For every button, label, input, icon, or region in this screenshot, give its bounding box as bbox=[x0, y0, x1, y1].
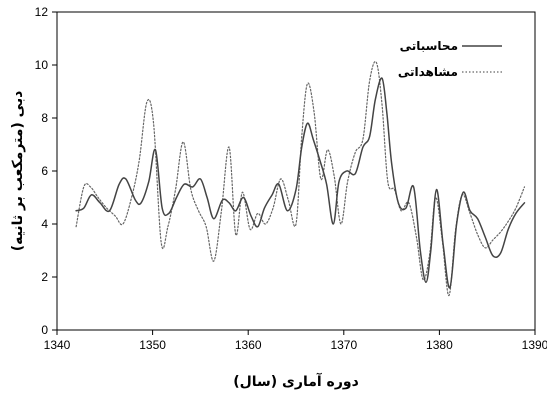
plot-area bbox=[56, 11, 536, 331]
x-tick-label: 1350 bbox=[139, 338, 166, 352]
y-axis-title: دبی (مترمکعب بر ثانیه) bbox=[10, 91, 26, 252]
y-tick-label: 12 bbox=[35, 5, 49, 19]
legend-label-observed: مشاهداتی bbox=[398, 65, 458, 79]
x-tick-label: 1340 bbox=[44, 338, 71, 352]
legend-label-calculated: محاسباتی bbox=[400, 39, 458, 53]
x-tick-label: 1380 bbox=[426, 338, 453, 352]
x-tick-label: 1390 bbox=[522, 338, 547, 352]
y-tick-label: 6 bbox=[41, 164, 48, 178]
x-tick-label: 1360 bbox=[235, 338, 262, 352]
y-tick-label: 10 bbox=[35, 58, 49, 72]
series-line-calculated bbox=[75, 77, 526, 289]
y-tick-label: 8 bbox=[41, 111, 48, 125]
x-tick-label: 1370 bbox=[330, 338, 357, 352]
y-tick-label: 4 bbox=[41, 217, 48, 231]
ticks: 1340 1350 1360 1370 1380 1390 0 2 4 6 8 10 12 bbox=[35, 5, 547, 352]
series-line-observed bbox=[75, 60, 526, 297]
y-tick-label: 0 bbox=[41, 323, 48, 337]
legend: محاسباتی مشاهداتی bbox=[398, 39, 502, 79]
y-tick-label: 2 bbox=[41, 270, 48, 284]
x-axis-title: دوره آماری (سال) bbox=[233, 372, 359, 390]
series-layer bbox=[75, 60, 526, 297]
